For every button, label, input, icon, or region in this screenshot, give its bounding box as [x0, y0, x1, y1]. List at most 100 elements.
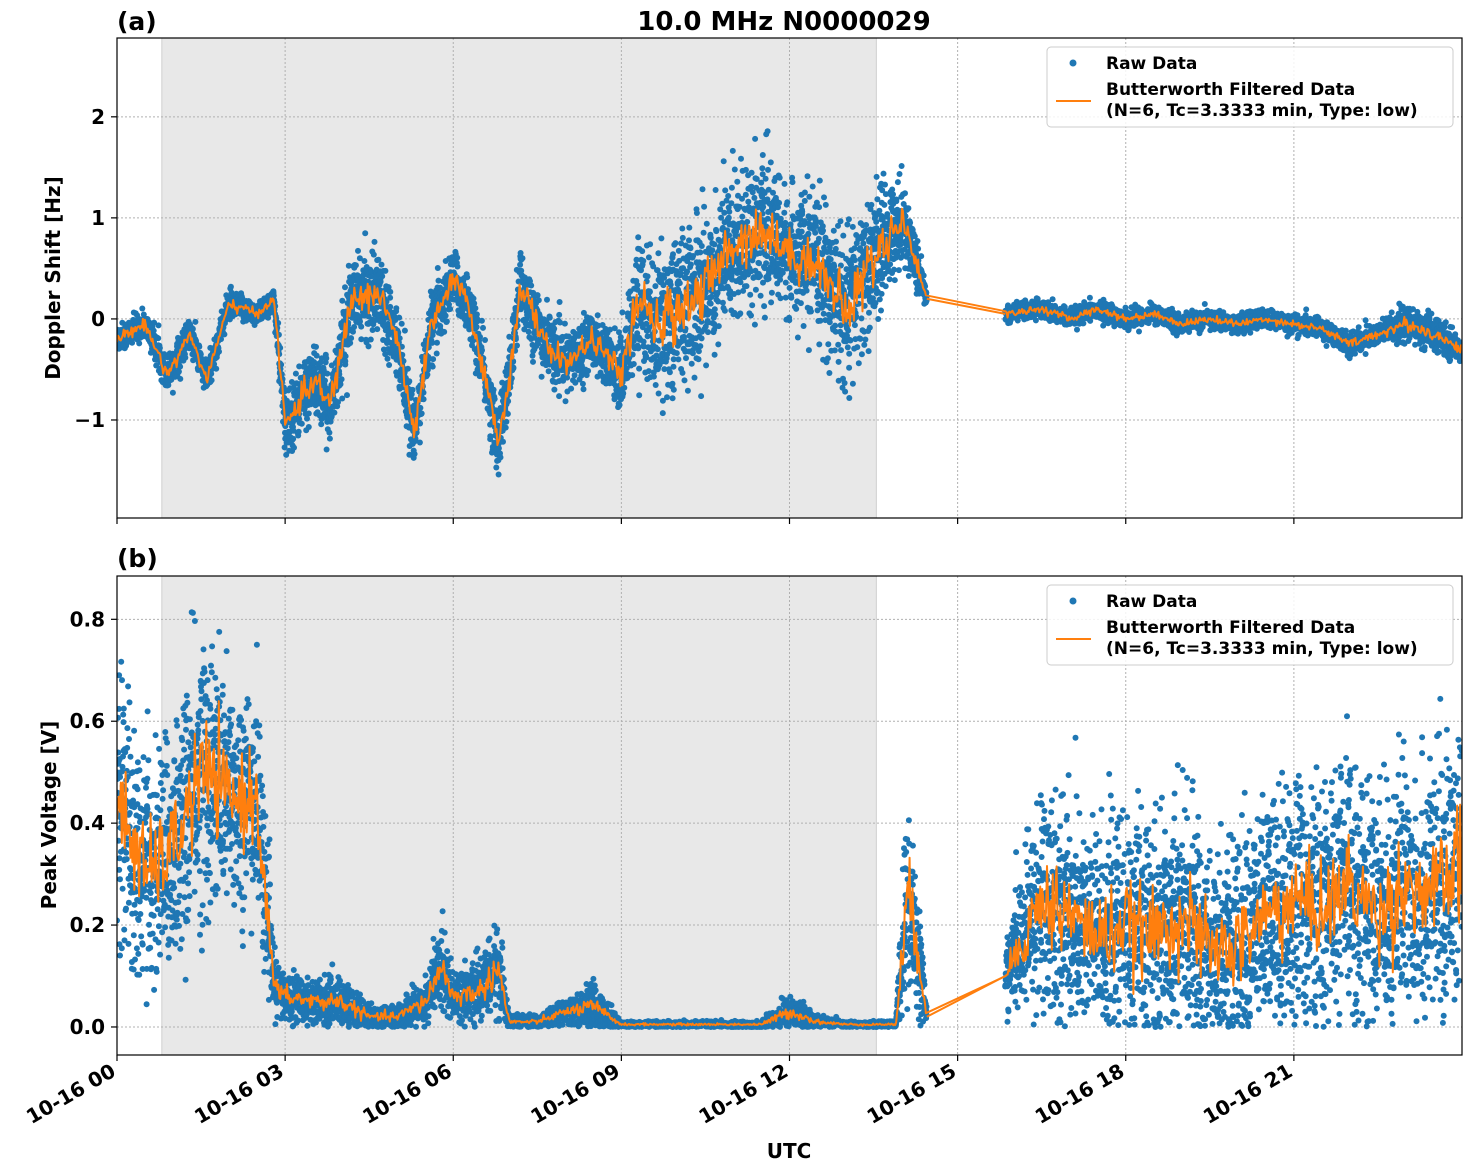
raw-data-point: [860, 240, 867, 247]
raw-data-point: [579, 380, 586, 387]
raw-data-point: [192, 318, 199, 325]
raw-data-point: [699, 186, 706, 193]
raw-data-point: [645, 254, 652, 261]
raw-data-point: [311, 359, 318, 366]
raw-data-point: [652, 283, 659, 290]
raw-data-point: [882, 283, 889, 290]
raw-data-point: [650, 373, 657, 380]
raw-data-point: [546, 314, 553, 321]
raw-data-point: [865, 348, 872, 355]
raw-data-point: [896, 171, 903, 177]
raw-data-point: [808, 308, 814, 315]
raw-data-point: [358, 336, 365, 343]
raw-data-point: [863, 222, 870, 228]
raw-data-point: [846, 364, 853, 371]
raw-data-point: [196, 343, 203, 350]
raw-data-point: [827, 256, 834, 263]
raw-data-point: [670, 251, 676, 258]
raw-data-point: [370, 251, 377, 258]
raw-data-point: [655, 250, 662, 257]
raw-data-point: [842, 388, 849, 395]
raw-data-point: [189, 325, 196, 332]
raw-data-point: [227, 283, 234, 290]
raw-data-point: [672, 240, 679, 247]
raw-data-point: [878, 307, 884, 314]
raw-data-point: [764, 128, 771, 135]
raw-data-point: [646, 288, 653, 295]
raw-data-point: [782, 219, 789, 226]
raw-data-point: [335, 399, 341, 406]
raw-data-point: [768, 289, 775, 296]
raw-data-point: [679, 369, 686, 376]
raw-data-point: [384, 355, 391, 362]
raw-data-point: [473, 324, 480, 330]
raw-data-point: [519, 255, 526, 262]
raw-data-point: [712, 311, 719, 318]
raw-data-point: [711, 241, 718, 248]
raw-data-point: [862, 336, 869, 343]
raw-data-point: [318, 421, 325, 428]
raw-data-point: [760, 204, 767, 210]
raw-data-point: [738, 155, 744, 162]
raw-data-point: [525, 328, 532, 335]
raw-data-point: [296, 363, 303, 370]
raw-data-point: [851, 245, 858, 252]
raw-data-point: [726, 208, 733, 215]
raw-data-point: [826, 370, 833, 376]
raw-data-point: [636, 392, 643, 399]
raw-data-point: [374, 326, 381, 333]
raw-data-point: [679, 234, 686, 241]
raw-data-point: [640, 338, 647, 345]
raw-data-point: [840, 232, 847, 239]
raw-data-point: [721, 307, 728, 314]
raw-data-point: [177, 363, 184, 370]
raw-data-point: [693, 210, 700, 216]
raw-data-point: [669, 380, 676, 387]
raw-data-point: [845, 216, 852, 223]
raw-data-point: [776, 174, 783, 181]
raw-data-point: [679, 225, 686, 232]
raw-data-point: [647, 241, 654, 248]
raw-data-point: [816, 204, 823, 211]
raw-data-point: [858, 351, 865, 358]
raw-data-point: [616, 402, 623, 408]
raw-data-point: [618, 338, 624, 345]
raw-data-point: [712, 187, 719, 193]
raw-data-point: [713, 228, 720, 235]
raw-data-point: [324, 370, 331, 377]
raw-data-point: [304, 415, 310, 422]
raw-data-point: [658, 235, 665, 242]
raw-data-point: [882, 181, 888, 188]
raw-data-point: [288, 379, 295, 385]
raw-data-point: [323, 446, 330, 453]
raw-data-point: [809, 183, 816, 190]
raw-data-point: [805, 230, 812, 237]
raw-data-point: [676, 280, 683, 287]
raw-data-point: [742, 191, 749, 198]
raw-data-point: [652, 382, 659, 388]
raw-data-point: [895, 267, 902, 274]
raw-data-point: [634, 282, 641, 288]
raw-data-point: [667, 281, 674, 288]
raw-data-point: [571, 372, 578, 379]
raw-data-point: [530, 358, 536, 365]
raw-data-point: [686, 237, 692, 244]
raw-data-point: [691, 374, 698, 381]
raw-data-point: [283, 451, 290, 458]
raw-data-point: [890, 191, 896, 198]
raw-data-point: [355, 247, 361, 254]
raw-data-point: [820, 310, 827, 317]
raw-data-point: [361, 258, 368, 264]
raw-data-point: [155, 335, 162, 342]
raw-data-point: [743, 283, 750, 290]
raw-data-point: [887, 261, 894, 268]
raw-data-point: [761, 314, 768, 321]
raw-data-point: [655, 390, 662, 397]
raw-data-point: [695, 348, 702, 355]
raw-data-point: [804, 173, 811, 180]
raw-data-point: [504, 410, 511, 417]
raw-data-point: [323, 355, 330, 362]
raw-data-point: [221, 331, 228, 338]
raw-data-point: [619, 309, 626, 316]
